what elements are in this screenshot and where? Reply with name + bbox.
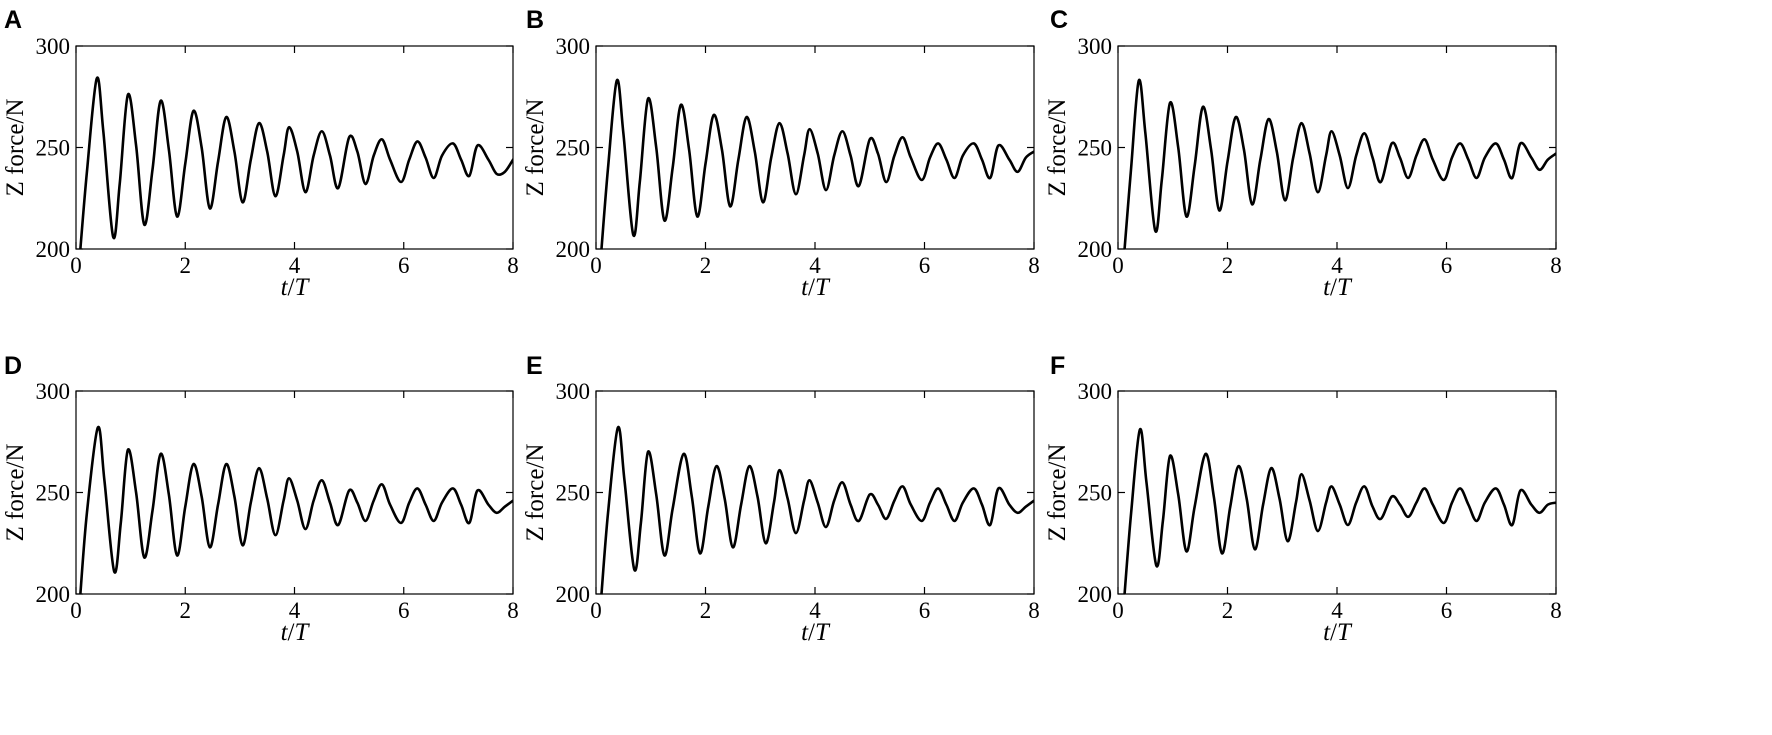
x-axis-title: t/T: [801, 619, 831, 646]
y-axis-title: Z force/N: [522, 444, 549, 542]
y-tick-label: 300: [1078, 34, 1113, 59]
z-force-series-line: [79, 76, 513, 249]
panel-letter: E: [526, 352, 543, 380]
x-axis-title: t/T: [1323, 619, 1353, 646]
y-axis-title: Z force/N: [1044, 99, 1071, 197]
y-axis-title: Z force/N: [2, 99, 29, 197]
y-tick-label: 250: [36, 136, 71, 161]
y-tick-label: 250: [36, 481, 71, 506]
panel-d: D 0 2 4 6 8 200 250 300 t/T Z force/N: [2, 352, 519, 646]
x-tick-label: 0: [1112, 598, 1124, 623]
x-tick-label: 2: [700, 598, 712, 623]
panel-e: E 0 2 4 6 8 200 250 300 t/T Z force/N: [522, 352, 1040, 646]
x-tick-label: 8: [1028, 253, 1040, 278]
x-tick-label: 2: [180, 253, 192, 278]
y-tick-label: 300: [1078, 379, 1113, 404]
x-tick-label: 8: [507, 598, 519, 623]
panel-a: A 0 2 4 6 8 200 250 300 t/T Z force/N: [2, 6, 519, 301]
x-tick-label: 6: [1441, 253, 1453, 278]
x-tick-label: 2: [1222, 598, 1234, 623]
x-tick-label: 2: [180, 598, 192, 623]
y-tick-label: 300: [556, 34, 591, 59]
x-tick-label: 0: [70, 253, 82, 278]
panel-letter: C: [1050, 6, 1068, 34]
z-force-series-line: [1123, 78, 1556, 249]
x-tick-label: 4: [809, 253, 821, 278]
y-tick-label: 300: [36, 379, 71, 404]
x-tick-label: 8: [507, 253, 519, 278]
x-tick-label: 0: [590, 253, 602, 278]
x-tick-label: 2: [1222, 253, 1234, 278]
x-tick-label: 8: [1550, 253, 1562, 278]
y-tick-label: 200: [1078, 582, 1113, 607]
x-tick-label: 4: [289, 598, 301, 623]
z-force-series-line: [79, 425, 513, 594]
panel-letter: A: [4, 6, 22, 34]
x-axis-title: t/T: [281, 274, 311, 301]
x-tick-label: 6: [919, 598, 931, 623]
x-tick-label: 6: [919, 253, 931, 278]
x-tick-label: 4: [1331, 598, 1343, 623]
x-tick-label: 4: [1331, 253, 1343, 278]
panel-f: F 0 2 4 6 8 200 250 300 t/T Z force/N: [1044, 352, 1562, 646]
y-tick-label: 250: [1078, 136, 1113, 161]
x-tick-label: 6: [398, 598, 410, 623]
y-axis-title: Z force/N: [2, 444, 29, 542]
x-axis-title: t/T: [1323, 274, 1353, 301]
y-tick-label: 200: [36, 237, 71, 262]
x-tick-label: 8: [1028, 598, 1040, 623]
x-axis-title: t/T: [801, 274, 831, 301]
panel-letter: B: [526, 6, 544, 34]
y-tick-label: 200: [556, 237, 591, 262]
x-tick-label: 4: [809, 598, 821, 623]
x-tick-label: 0: [590, 598, 602, 623]
x-tick-label: 8: [1550, 598, 1562, 623]
x-tick-label: 2: [700, 253, 712, 278]
x-tick-label: 0: [1112, 253, 1124, 278]
x-tick-label: 4: [289, 253, 301, 278]
y-tick-label: 300: [36, 34, 71, 59]
panel-letter: F: [1050, 352, 1065, 380]
x-tick-label: 6: [398, 253, 410, 278]
z-force-series-line: [600, 425, 1034, 594]
y-tick-label: 250: [556, 136, 591, 161]
panel-c: C 0 2 4 6 8 200 250 300 t/T Z force/N: [1044, 6, 1562, 301]
x-tick-label: 6: [1441, 598, 1453, 623]
z-force-series-line: [600, 78, 1034, 249]
y-tick-label: 300: [556, 379, 591, 404]
x-axis-title: t/T: [281, 619, 311, 646]
y-axis-title: Z force/N: [1044, 444, 1071, 542]
z-force-series-line: [1123, 428, 1556, 594]
panel-b: B 0 2 4 6 8 200 250 300 t/T Z force/N: [522, 6, 1040, 301]
y-tick-label: 200: [36, 582, 71, 607]
y-tick-label: 200: [1078, 237, 1113, 262]
panel-letter: D: [4, 352, 22, 380]
y-axis-title: Z force/N: [522, 99, 549, 197]
x-tick-label: 0: [70, 598, 82, 623]
y-tick-label: 250: [1078, 481, 1113, 506]
y-tick-label: 200: [556, 582, 591, 607]
y-tick-label: 250: [556, 481, 591, 506]
